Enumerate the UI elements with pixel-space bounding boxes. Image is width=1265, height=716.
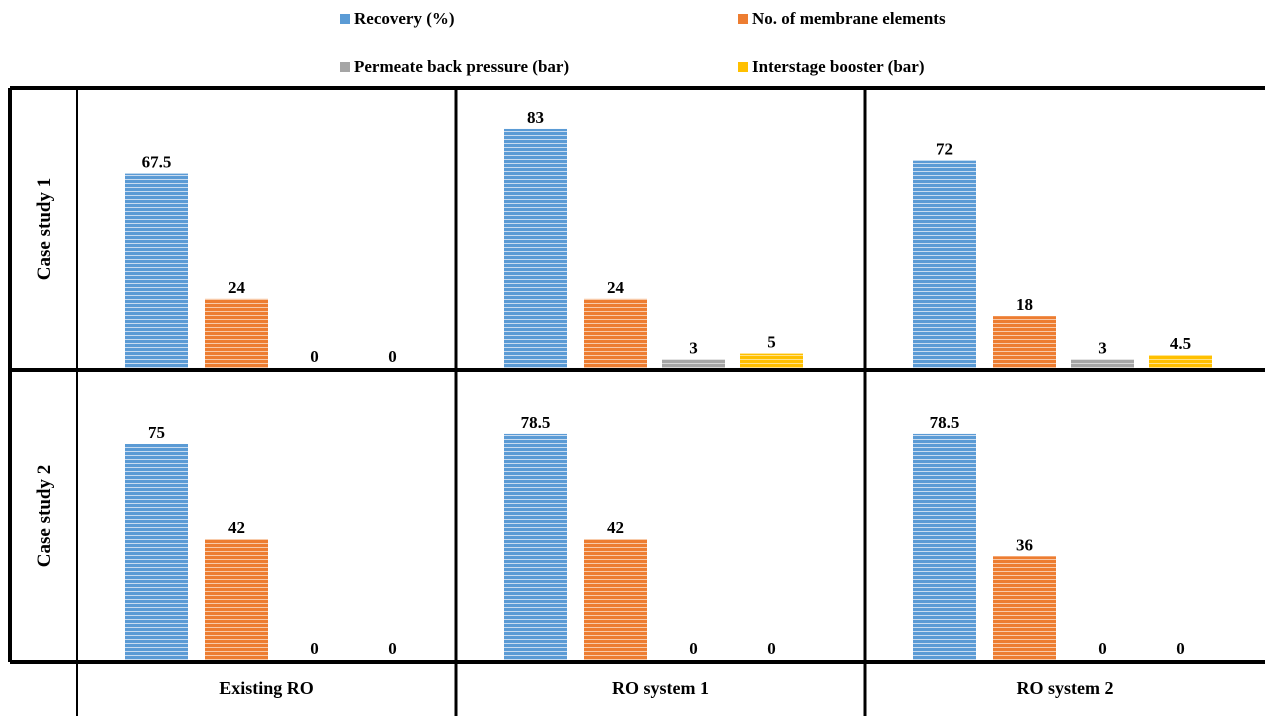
data-label-r1-c2-s1: 83 [527,108,544,127]
bar-r1-c3-s3 [1071,359,1134,368]
data-label-r2-c1-s2: 42 [228,518,245,537]
data-label-r2-c3-s1: 78.5 [930,413,960,432]
data-label-r2-c1-s4: 0 [388,639,397,658]
row-label-1: Case study 1 [34,178,55,280]
bar-r1-c2-s2 [584,298,647,368]
bar-r1-c3-s1 [913,160,976,368]
data-label-r2-c1-s3: 0 [310,639,319,658]
column-label-1: Existing RO [219,678,314,698]
bar-r1-c3-s4 [1149,355,1212,368]
data-label-r2-c2-s3: 0 [689,639,698,658]
legend-swatch-2 [738,14,748,24]
legend-swatch-1 [340,14,350,24]
data-label-r2-c3-s3: 0 [1098,639,1107,658]
data-label-r2-c3-s2: 36 [1016,535,1033,554]
column-label-2: RO system 1 [612,678,709,698]
data-label-r2-c3-s4: 0 [1176,639,1185,658]
data-label-r1-c3-s1: 72 [936,140,953,159]
data-label-r1-c2-s4: 5 [767,333,776,352]
data-label-r1-c1-s3: 0 [310,347,319,366]
bar-r1-c2-s3 [662,359,725,368]
data-label-r1-c3-s2: 18 [1016,295,1033,314]
data-label-r2-c1-s1: 75 [148,423,165,442]
data-label-r1-c1-s2: 24 [228,278,246,297]
data-label-r1-c1-s4: 0 [388,347,397,366]
axis-labels: Existing RO RO system 1 RO system 2 Case st… [34,178,1114,698]
data-label-r1-c2-s2: 24 [607,278,625,297]
bar-r2-c2-s1 [504,433,567,660]
legend-swatch-4 [738,62,748,72]
data-label-r2-c2-s1: 78.5 [521,413,551,432]
bar-r1-c2-s1 [504,128,567,368]
legend-label-3: Permeate back pressure (bar) [354,57,569,76]
bars: 67.5 24 0 0 83 24 3 5 72 18 3 4.5 75 42 0 0 78.5 42 0 0 78.5… [125,108,1212,660]
bar-r2-c2-s2 [584,539,647,660]
legend-swatch-3 [340,62,350,72]
legend-label-4: Interstage booster (bar) [752,57,924,76]
data-label-r2-c2-s2: 42 [607,518,624,537]
row-label-2: Case study 2 [34,465,55,567]
data-label-r1-c2-s3: 3 [689,338,698,357]
data-label-r1-c3-s3: 3 [1098,338,1107,357]
bar-r1-c2-s4 [740,353,803,368]
bar-r2-c3-s2 [993,556,1056,660]
bar-r1-c1-s1 [125,173,188,368]
data-label-r2-c2-s4: 0 [767,639,776,658]
bar-r1-c1-s2 [205,298,268,368]
bar-r1-c3-s2 [993,316,1056,368]
legend-label-2: No. of membrane elements [752,9,946,28]
bar-r2-c3-s1 [913,433,976,660]
data-label-r1-c3-s4: 4.5 [1170,334,1191,353]
bar-r2-c1-s1 [125,444,188,660]
panel-grid [8,86,1265,716]
column-label-3: RO system 2 [1017,678,1114,698]
data-label-r1-c1-s1: 67.5 [142,153,172,172]
bar-r2-c1-s2 [205,539,268,660]
legend-label-1: Recovery (%) [354,9,455,28]
legend: Recovery (%) No. of membrane elements Perm… [340,9,946,76]
